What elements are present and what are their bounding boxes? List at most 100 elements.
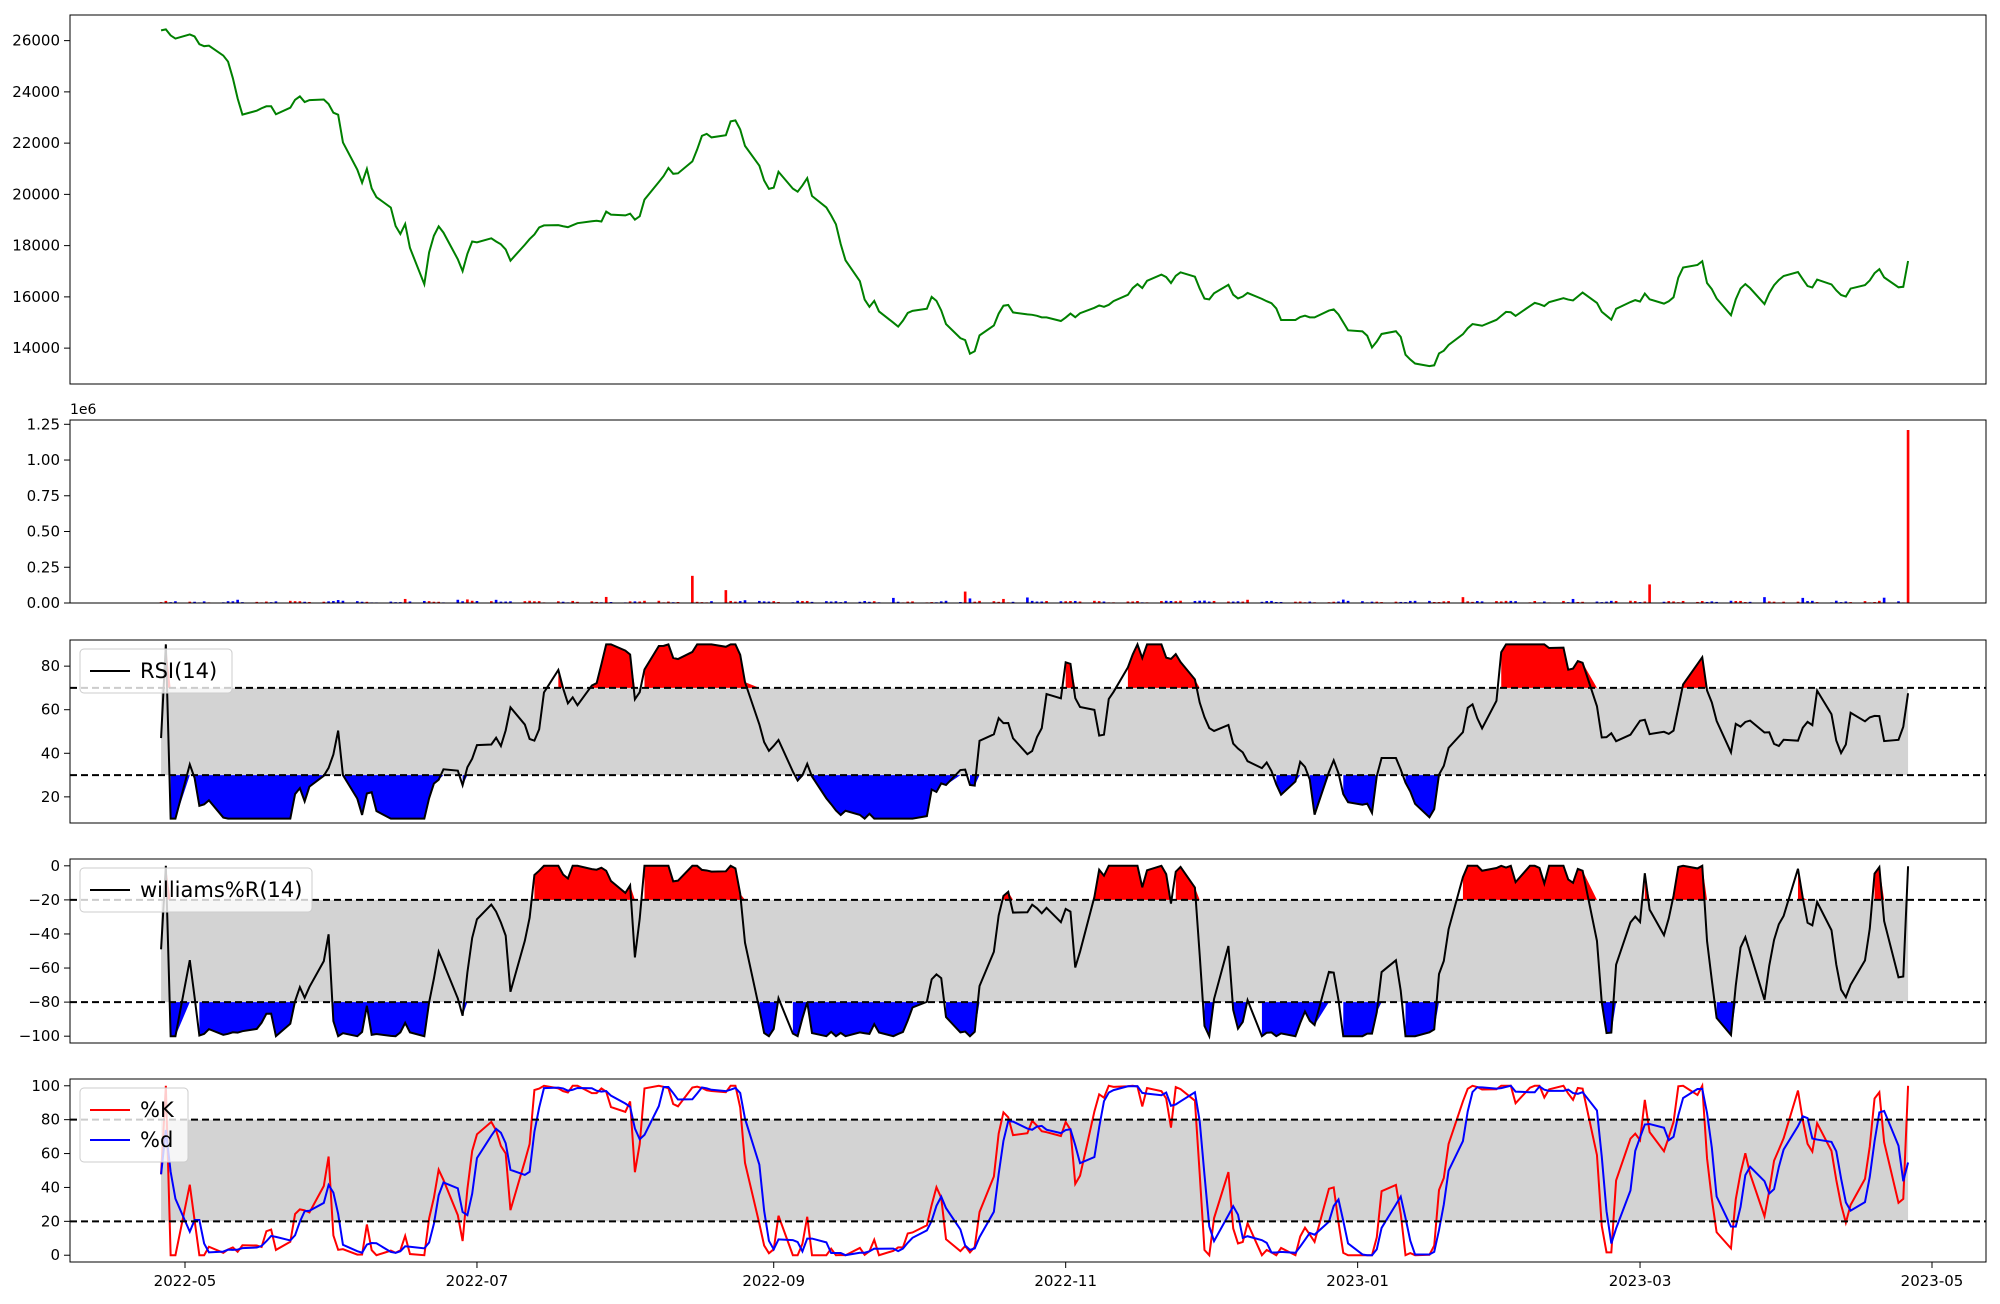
- volume-bar: [437, 601, 440, 603]
- volume-bar: [1399, 601, 1403, 603]
- volume-bar: [968, 598, 972, 603]
- x-tick-label: 2023-03: [1609, 1272, 1672, 1290]
- volume-bar: [456, 599, 460, 603]
- volume-bar: [743, 600, 747, 603]
- price-ytick-label: 14000: [12, 339, 60, 357]
- volume-bar: [944, 600, 948, 603]
- volume-bar: [825, 601, 828, 603]
- volume-bar: [758, 600, 761, 603]
- volume-bar: [470, 600, 474, 603]
- volume-bar: [1337, 601, 1340, 603]
- volume-bar: [796, 600, 799, 603]
- williams-overbought-fill: [165, 865, 1909, 900]
- volume-bar: [667, 601, 670, 603]
- stochastic-legend-label: %K: [140, 1098, 175, 1122]
- volume-bar: [1475, 601, 1479, 603]
- x-tick-label: 2022-11: [1034, 1272, 1097, 1290]
- volume-bar: [1581, 601, 1584, 603]
- x-tick-label: 2022-07: [446, 1272, 509, 1290]
- stochastic-ytick-label: 40: [41, 1178, 60, 1196]
- stochastic-ytick-label: 80: [41, 1111, 60, 1129]
- volume-bar: [255, 601, 259, 603]
- volume-bar: [1897, 601, 1900, 603]
- volume-bar: [1064, 601, 1067, 603]
- volume-bar: [834, 601, 838, 603]
- williams-ytick-label: −80: [28, 993, 60, 1011]
- volume-bar: [858, 601, 862, 603]
- x-tick-label: 2023-05: [1901, 1272, 1964, 1290]
- volume-bar: [1461, 597, 1465, 603]
- volume-bar: [1413, 600, 1417, 603]
- volume-bar: [1772, 601, 1776, 603]
- volume-bar: [863, 600, 866, 603]
- volume-bar: [1614, 600, 1618, 603]
- volume-bar: [1169, 600, 1173, 603]
- volume-bar: [1595, 601, 1599, 603]
- volume-bar: [911, 601, 914, 603]
- stochastic-ytick-label: 0: [50, 1246, 60, 1264]
- volume-bar: [1069, 601, 1072, 603]
- volume-bar: [1341, 599, 1345, 603]
- volume-bar: [1562, 600, 1565, 603]
- rsi-overbought-fill: [165, 644, 1708, 688]
- volume-bar: [1045, 601, 1048, 603]
- volume-bar: [341, 600, 345, 603]
- volume-bar: [1136, 601, 1139, 603]
- volume-bar: [1011, 601, 1015, 603]
- volume-ytick-label: 0.00: [27, 594, 60, 612]
- volume-bar: [1102, 601, 1106, 603]
- volume-bar: [1040, 601, 1044, 603]
- volume-bar: [1442, 601, 1446, 603]
- volume-bar: [1605, 601, 1608, 603]
- volume-bar: [973, 601, 977, 603]
- volume-bar: [226, 601, 230, 603]
- volume-bar: [1906, 430, 1910, 603]
- volume-bar: [1160, 600, 1163, 603]
- williams-legend: [79, 867, 313, 913]
- price-ytick-label: 26000: [12, 32, 60, 50]
- volume-frame: [69, 419, 1987, 604]
- volume-bar: [1346, 600, 1350, 603]
- volume-bar: [1174, 601, 1178, 603]
- volume-bar: [978, 600, 981, 603]
- volume-bar: [327, 601, 330, 603]
- volume-bar: [504, 601, 507, 603]
- volume-bar: [872, 601, 876, 603]
- volume-bar: [1078, 601, 1082, 603]
- volume-bar: [322, 601, 326, 603]
- volume-bar: [1308, 601, 1312, 603]
- volume-bar: [336, 600, 340, 603]
- rsi-legend-label: RSI(14): [140, 659, 217, 683]
- volume-bar: [188, 601, 192, 603]
- volume-bar: [499, 601, 503, 603]
- volume-bar: [810, 601, 814, 603]
- volume-bar: [1260, 601, 1264, 603]
- volume-bar: [1878, 600, 1881, 603]
- volume-bar: [1073, 600, 1077, 603]
- volume-bar: [274, 601, 278, 603]
- rsi-frame: [69, 639, 1987, 824]
- volume-bar: [1097, 601, 1101, 603]
- volume-bar: [604, 596, 608, 603]
- volume-bar: [1332, 601, 1336, 603]
- volume-bar: [389, 601, 393, 603]
- volume-bar: [1093, 600, 1096, 603]
- volume-bar: [1610, 600, 1613, 603]
- volume-bar: [1662, 601, 1666, 603]
- volume-bar: [767, 601, 771, 603]
- price-ytick-label: 20000: [12, 185, 60, 203]
- williams-neutral-band: [161, 899, 1909, 1003]
- volume-bar: [1715, 601, 1718, 603]
- williams-ytick-label: 0: [50, 857, 60, 875]
- volume-bar: [1212, 600, 1216, 603]
- volume-bar: [561, 601, 565, 603]
- volume-bar: [360, 601, 364, 603]
- volume-bar: [1681, 600, 1685, 603]
- volume-bar: [1231, 601, 1235, 603]
- volume-bar: [1246, 599, 1249, 603]
- volume-bar: [734, 601, 737, 603]
- volume-bar: [1801, 597, 1805, 603]
- volume-bar: [1164, 600, 1168, 603]
- volume-bar: [174, 601, 177, 603]
